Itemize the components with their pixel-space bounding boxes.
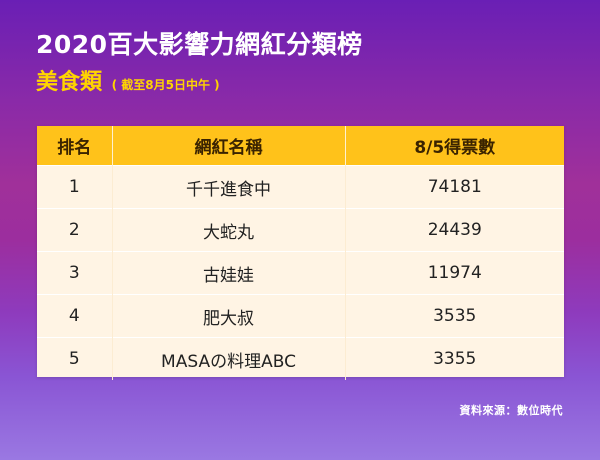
column-header-rank: 排名 <box>37 126 113 166</box>
timestamp-note: ( 截至8月5日中午 ) <box>111 78 220 92</box>
table-row: 1 千千進食中 74181 <box>37 165 564 209</box>
table-row: 4 肥大叔 3535 <box>37 294 564 338</box>
rank-cell: 3 <box>37 251 113 295</box>
rank-cell: 5 <box>37 337 113 380</box>
column-header-votes: 8/5得票數 <box>344 126 564 166</box>
votes-cell: 3355 <box>344 337 564 380</box>
category-subtitle: 美食類 ( 截至8月5日中午 ) <box>36 70 220 98</box>
category-name: 美食類 <box>36 70 103 95</box>
influencer-name-cell: 古娃娃 <box>111 251 346 295</box>
page-title: 2020百大影響力網紅分類榜 <box>36 30 363 59</box>
influencer-name-cell: 肥大叔 <box>111 294 346 338</box>
votes-cell: 11974 <box>344 251 564 295</box>
influencer-name-cell: 大蛇丸 <box>111 208 346 252</box>
rank-cell: 1 <box>37 165 113 209</box>
table-row: 2 大蛇丸 24439 <box>37 208 564 252</box>
influencer-name-cell: MASAの料理ABC <box>111 337 346 380</box>
rank-cell: 4 <box>37 294 113 338</box>
ranking-table: 排名 網紅名稱 8/5得票數 1 千千進食中 74181 2 大蛇丸 24439… <box>37 126 564 380</box>
votes-cell: 74181 <box>344 165 564 209</box>
votes-cell: 24439 <box>344 208 564 252</box>
table-row: 5 MASAの料理ABC 3355 <box>37 337 564 380</box>
ranking-table-container: 排名 網紅名稱 8/5得票數 1 千千進食中 74181 2 大蛇丸 24439… <box>37 126 564 380</box>
column-header-name: 網紅名稱 <box>111 126 346 166</box>
table-row: 3 古娃娃 11974 <box>37 251 564 295</box>
rank-cell: 2 <box>37 208 113 252</box>
table-header-row: 排名 網紅名稱 8/5得票數 <box>37 126 564 166</box>
source-credit: 資料來源：數位時代 <box>459 404 563 417</box>
influencer-name-cell: 千千進食中 <box>111 165 346 209</box>
votes-cell: 3535 <box>344 294 564 338</box>
